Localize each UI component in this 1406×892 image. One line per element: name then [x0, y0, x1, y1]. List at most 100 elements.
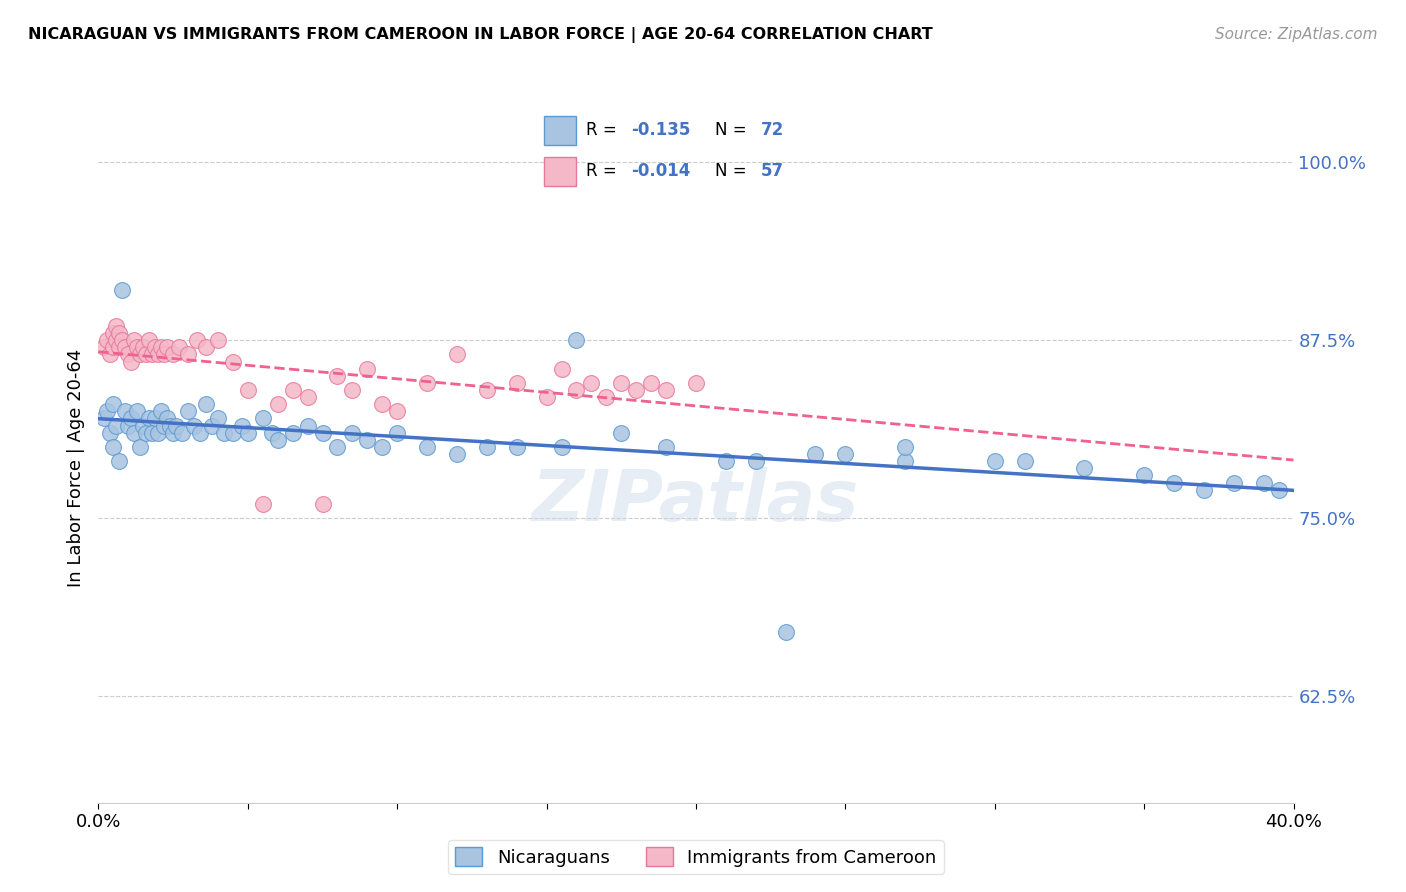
Point [983, 454, 1005, 468]
Point [207, 411, 229, 425]
Point [1192, 483, 1215, 497]
Point [342, 425, 364, 440]
Point [342, 383, 364, 397]
Point [565, 383, 588, 397]
Point [326, 440, 349, 454]
Point [105, 418, 128, 433]
Point [297, 418, 319, 433]
Point [162, 347, 184, 361]
Point [281, 383, 304, 397]
Point [156, 411, 179, 425]
Point [311, 497, 333, 511]
Point [98, 347, 122, 361]
Point [260, 425, 283, 440]
Point [120, 354, 142, 368]
Point [1253, 475, 1275, 490]
Point [446, 347, 468, 361]
Point [135, 347, 157, 361]
Point [177, 347, 200, 361]
Point [207, 333, 229, 347]
Text: N =: N = [716, 121, 752, 139]
Point [172, 425, 194, 440]
Text: 57: 57 [761, 162, 783, 180]
Point [267, 433, 290, 447]
Point [311, 425, 333, 440]
Point [143, 340, 166, 354]
Point [124, 333, 146, 347]
Text: ZIPatlas: ZIPatlas [533, 467, 859, 536]
Point [156, 340, 179, 354]
Point [1073, 461, 1095, 475]
Point [188, 425, 211, 440]
Point [252, 411, 274, 425]
Point [371, 397, 394, 411]
Point [105, 318, 128, 333]
Point [96, 404, 118, 418]
Point [267, 397, 290, 411]
Point [536, 390, 558, 404]
Point [114, 340, 136, 354]
Point [183, 418, 205, 433]
Text: NICARAGUAN VS IMMIGRANTS FROM CAMEROON IN LABOR FORCE | AGE 20-64 CORRELATION CH: NICARAGUAN VS IMMIGRANTS FROM CAMEROON I… [28, 27, 932, 43]
Point [111, 284, 134, 298]
Point [194, 397, 218, 411]
Point [610, 376, 633, 390]
Point [475, 440, 498, 454]
Bar [544, 157, 576, 186]
Point [624, 383, 647, 397]
Point [135, 425, 157, 440]
Point [236, 425, 259, 440]
Point [98, 425, 122, 440]
Point [640, 376, 662, 390]
Point [167, 340, 190, 354]
Point [114, 404, 136, 418]
Point [212, 425, 235, 440]
Point [416, 376, 439, 390]
Point [105, 333, 128, 347]
Point [222, 425, 245, 440]
Point [150, 340, 173, 354]
Point [326, 368, 349, 383]
Point [1133, 468, 1156, 483]
Point [834, 447, 856, 461]
Point [159, 418, 181, 433]
Point [550, 440, 572, 454]
Point [446, 447, 468, 461]
Text: R =: R = [586, 121, 621, 139]
Bar [544, 116, 576, 145]
Point [236, 383, 259, 397]
Point [201, 418, 224, 433]
Point [1223, 475, 1246, 490]
Point [595, 390, 617, 404]
Text: N =: N = [716, 162, 752, 180]
Point [356, 433, 378, 447]
Point [127, 340, 149, 354]
Point [124, 425, 146, 440]
Point [117, 347, 139, 361]
Point [143, 411, 166, 425]
Point [745, 454, 768, 468]
Point [96, 333, 118, 347]
Point [385, 404, 409, 418]
Point [231, 418, 253, 433]
Point [252, 497, 274, 511]
Point [550, 361, 572, 376]
Point [153, 347, 176, 361]
Point [371, 440, 394, 454]
Point [148, 347, 170, 361]
Point [129, 440, 152, 454]
Point [177, 404, 200, 418]
Point [297, 390, 319, 404]
Point [1163, 475, 1185, 490]
Point [194, 340, 218, 354]
Point [356, 361, 378, 376]
Point [141, 347, 163, 361]
Point [506, 376, 529, 390]
Point [165, 418, 187, 433]
Point [103, 440, 125, 454]
Point [132, 340, 155, 354]
Point [416, 440, 439, 454]
Text: Source: ZipAtlas.com: Source: ZipAtlas.com [1215, 27, 1378, 42]
Point [565, 333, 588, 347]
Y-axis label: In Labor Force | Age 20-64: In Labor Force | Age 20-64 [66, 349, 84, 588]
